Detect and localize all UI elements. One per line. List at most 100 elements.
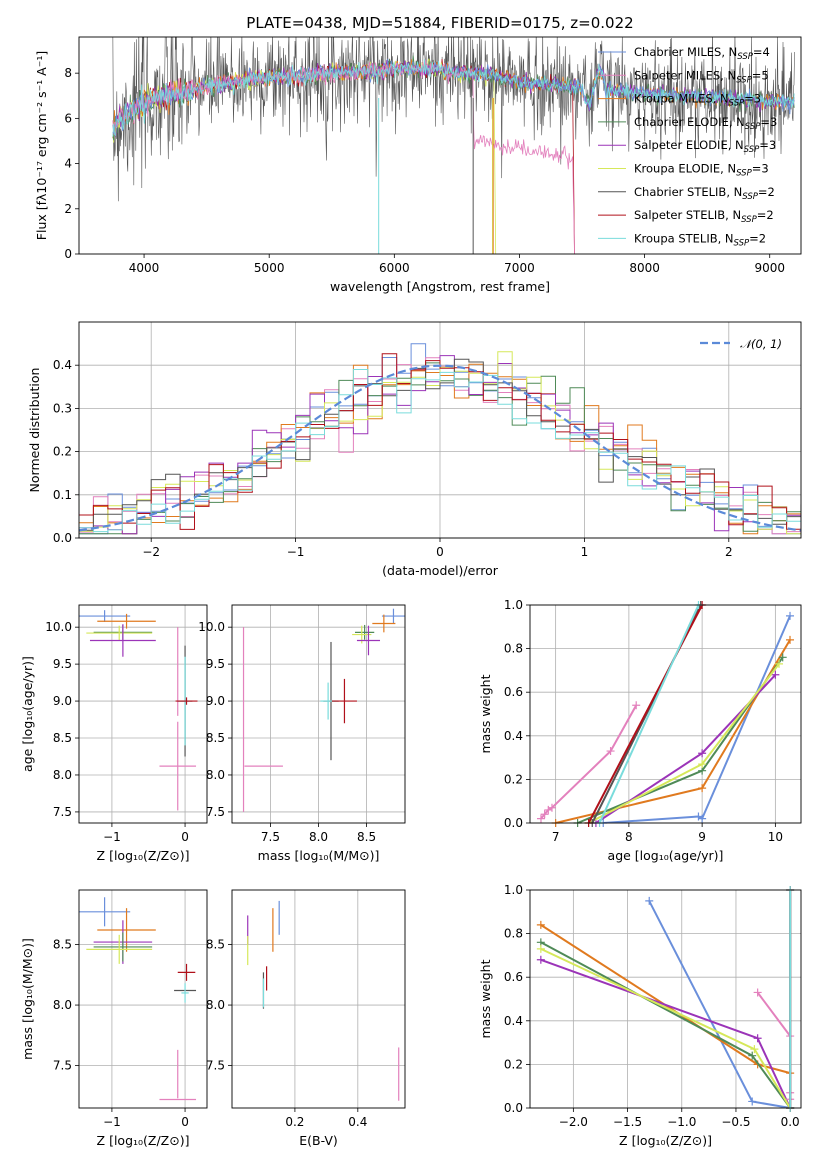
legend-value: =2	[758, 185, 775, 199]
x-tick-label: −0.5	[721, 1115, 750, 1129]
x-axis-label: Z [log₁₀(Z/Z⊙)]	[97, 1133, 190, 1148]
x-tick-label: 10	[768, 830, 783, 844]
weight-line-chabrier-miles	[648, 900, 791, 1108]
x-tick-label: 0	[181, 1115, 189, 1129]
y-tick-label: 0.2	[53, 445, 72, 459]
x-tick-label: 0.2	[285, 1115, 304, 1129]
errorbar-point	[181, 983, 189, 1003]
x-tick-label: 7.5	[261, 830, 280, 844]
y-axis-label: mass weight	[478, 959, 493, 1038]
errorbar-point	[97, 613, 156, 629]
axes-frame	[78, 36, 802, 255]
x-tick-label: 9	[698, 830, 706, 844]
y-axis-label: mass [log₁₀(M/M⊙)]	[20, 938, 35, 1060]
y-tick-label: 0.6	[504, 685, 523, 699]
y-tick-label: 0	[64, 247, 72, 261]
weight-marker	[786, 635, 795, 644]
x-tick-label: 8	[625, 830, 633, 844]
weight-line-salpeter-stelib	[587, 605, 703, 823]
weight-marker	[778, 653, 787, 662]
legend-entry: Salpeter ELODIE, NSSP=3	[634, 138, 776, 155]
y-tick-label: 9.5	[53, 657, 72, 671]
weight-marker	[698, 784, 707, 793]
legend-label: Salpeter ELODIE, N	[634, 138, 744, 152]
y-tick-label: 7.5	[53, 1059, 72, 1073]
y-axis-label: Normed distribution	[27, 368, 42, 493]
x-tick-label: 6000	[379, 261, 410, 275]
y-tick-label: 8.5	[206, 731, 225, 745]
weight-marker	[606, 747, 615, 756]
y-tick-label: 0.6	[504, 970, 523, 984]
x-tick-label: −1	[103, 830, 121, 844]
weight-marker	[698, 760, 707, 769]
y-tick-label: 7.5	[206, 805, 225, 819]
weight-line-salpeter-miles	[756, 991, 792, 1100]
y-tick-label: 2	[64, 202, 72, 216]
x-tick-label: 0.0	[781, 1115, 800, 1129]
legend-label: 𝒩(0, 1)	[740, 337, 782, 351]
x-tick-label: −2.0	[559, 1115, 588, 1129]
x-tick-label: 0	[436, 545, 444, 559]
weight-marker	[786, 611, 795, 620]
weight-line-kroupa-elodie	[588, 663, 780, 823]
errorbar-point	[79, 897, 131, 927]
legend-label: Salpeter STELIB, N	[634, 208, 741, 222]
legend-value: =3	[744, 92, 761, 106]
axes-frame	[78, 889, 208, 1109]
y-tick-label: 0.4	[504, 729, 523, 743]
mass-vs-EBV-panel: 0.2 0.4 7.5 8.0 8.5 E(B-V)	[206, 889, 406, 1148]
legend-subscript: SSP	[745, 122, 761, 132]
normal-curve	[78, 364, 802, 532]
weight-marker	[771, 670, 780, 679]
spectrum-line-kroupa-stelib	[112, 59, 795, 137]
x-tick-label: −1	[287, 545, 305, 559]
x-axis-label: Z [log₁₀(Z/Z⊙)]	[97, 848, 190, 863]
spectrum-panel: 4000 5000 6000 7000 8000 9000 0 2 4 6 8 wavelength …	[34, 36, 802, 294]
axes-frame	[231, 889, 406, 1109]
axes-frame	[231, 604, 406, 824]
x-tick-label: 9000	[754, 261, 785, 275]
x-tick-label: 2	[725, 545, 733, 559]
errorbar-point	[79, 610, 131, 622]
errorbar-point	[356, 625, 381, 656]
weight-marker	[748, 1097, 757, 1106]
errorbar-point	[381, 608, 405, 624]
legend-label: Chabrier MILES, N	[634, 45, 737, 59]
x-tick-label: 0.4	[348, 1115, 367, 1129]
x-axis-label: age [log₁₀(age/yr)]	[608, 848, 724, 863]
axes-frame	[78, 321, 802, 539]
x-tick-label: 0	[181, 830, 189, 844]
y-tick-label: 9.0	[53, 694, 72, 708]
y-tick-label: 0.0	[53, 531, 72, 545]
weight-marker	[698, 814, 707, 823]
y-tick-label: 8	[64, 66, 72, 80]
legend-label: Kroupa MILES, N	[634, 92, 729, 106]
legend-label: Chabrier ELODIE, N	[634, 115, 745, 129]
y-tick-label: 1.0	[504, 598, 523, 612]
weight-line-chabrier-elodie	[577, 656, 784, 823]
legend-entry: Kroupa ELODIE, NSSP=3	[634, 162, 769, 179]
legend-subscript: SSP	[734, 238, 750, 248]
x-axis-label: Z [log₁₀(Z/Z⊙)]	[619, 1133, 712, 1148]
histogram-kroupa-stelib	[79, 369, 801, 533]
y-tick-label: 0.0	[504, 816, 523, 830]
axes-frame	[529, 604, 802, 824]
x-tick-label: 5000	[254, 261, 285, 275]
weight-marker	[775, 659, 784, 668]
y-tick-label: 10.0	[198, 620, 225, 634]
weight-marker	[753, 1034, 762, 1043]
legend-subscript: SSP	[741, 215, 757, 225]
x-tick-label: −1.0	[667, 1115, 696, 1129]
weight-marker	[645, 896, 654, 905]
errorbar-point	[372, 614, 396, 633]
legend-value: =5	[752, 68, 769, 82]
y-tick-label: 0.2	[504, 1057, 523, 1071]
legend-subscript: SSP	[729, 99, 745, 109]
legend-label: Kroupa ELODIE, N	[634, 162, 736, 176]
weight-marker	[632, 701, 641, 710]
y-tick-label: 8.0	[206, 998, 225, 1012]
legend-label: Salpeter MILES, N	[634, 68, 736, 82]
y-axis-label: age [log₁₀(age/yr)]	[20, 656, 35, 772]
y-tick-label: 4	[64, 157, 72, 171]
